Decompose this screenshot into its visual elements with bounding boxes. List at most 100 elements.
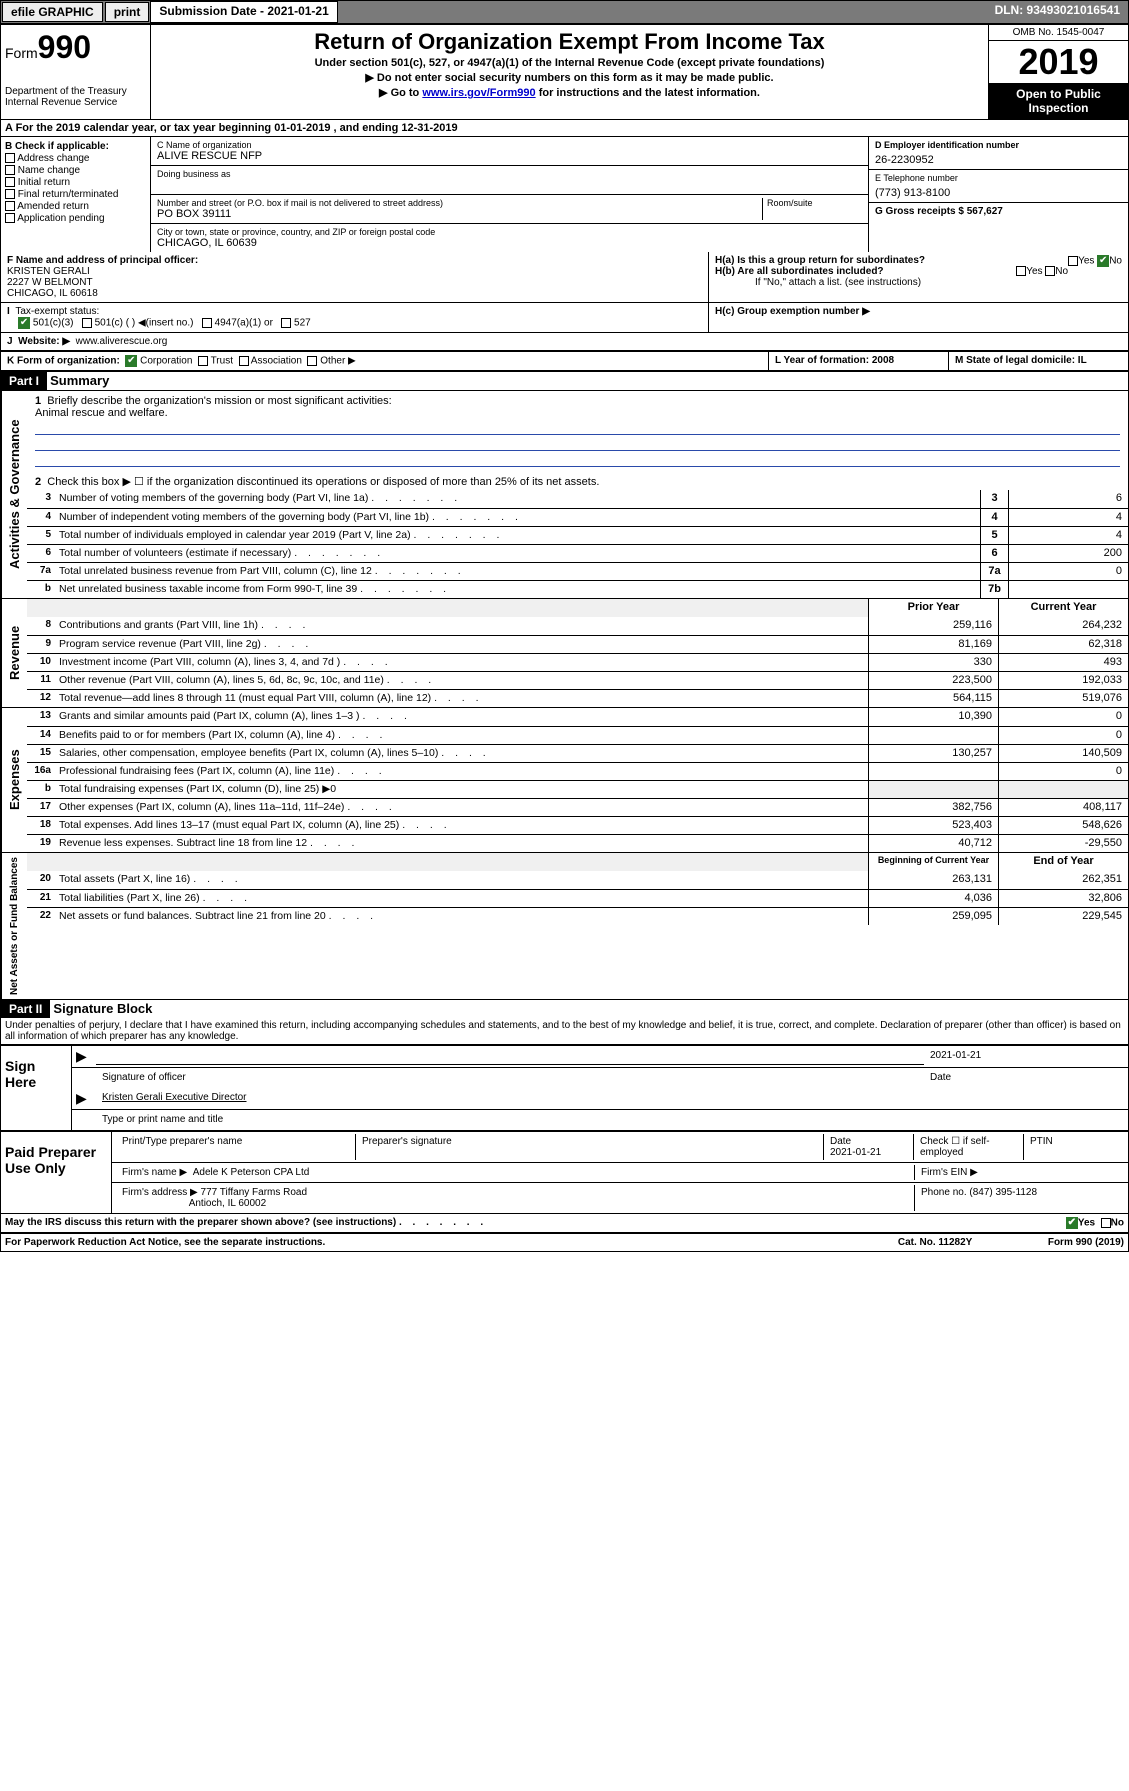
hc-group-exemption: H(c) Group exemption number ▶ [715,306,870,317]
form-990: Form990 Department of the Treasury Inter… [0,24,1129,1252]
line-6: 6Total number of volunteers (estimate if… [27,544,1128,562]
line-22: 22Net assets or fund balances. Subtract … [27,907,1128,925]
city: CHICAGO, IL 60639 [157,237,862,249]
subtitle-1: Under section 501(c), 527, or 4947(a)(1)… [155,57,984,69]
firm-addr2: Antioch, IL 60002 [189,1198,266,1209]
preparer-name-label: Print/Type preparer's name [116,1134,356,1160]
checkbox-name-change[interactable]: Name change [5,165,146,176]
line-11: 11Other revenue (Part VIII, column (A), … [27,671,1128,689]
hb-note: If "No," attach a list. (see instruction… [715,277,1122,288]
line-7a: 7aTotal unrelated business revenue from … [27,562,1128,580]
preparer-date: 2021-01-21 [830,1147,881,1158]
line-21: 21Total liabilities (Part X, line 26) . … [27,889,1128,907]
phone-label: E Telephone number [875,173,1122,183]
line-13: 13Grants and similar amounts paid (Part … [27,708,1128,726]
spacer [338,1,987,23]
firm-phone: Phone no. (847) 395-1128 [914,1185,1124,1211]
paperwork-notice: For Paperwork Reduction Act Notice, see … [5,1237,898,1248]
ein-label: D Employer identification number [875,140,1019,150]
website: www.aliverescue.org [76,336,168,347]
officer-name: KRISTEN GERALI [7,266,90,277]
line-16a: 16aProfessional fundraising fees (Part I… [27,762,1128,780]
line-4: 4Number of independent voting members of… [27,508,1128,526]
tab-net-assets: Net Assets or Fund Balances [1,853,27,999]
line-19: 19Revenue less expenses. Subtract line 1… [27,834,1128,852]
officer-addr2: CHICAGO, IL 60618 [7,288,98,299]
org-name: ALIVE RESCUE NFP [157,150,862,162]
print-button[interactable]: print [105,2,150,22]
form-org-label: K Form of organization: [7,356,120,367]
phone: (773) 913-8100 [875,187,1122,199]
line-10: 10Investment income (Part VIII, column (… [27,653,1128,671]
part1-header: Part I [1,372,47,390]
501c3-check[interactable]: ✔ [18,317,30,329]
col-begin: Beginning of Current Year [868,853,998,871]
officer-label: F Name and address of principal officer: [7,255,198,266]
dba-label: Doing business as [157,169,862,179]
line-20: 20Total assets (Part X, line 16) . . . .… [27,871,1128,889]
tab-expenses: Expenses [1,708,27,852]
line-b: bTotal fundraising expenses (Part IX, co… [27,780,1128,798]
line-7b: bNet unrelated business taxable income f… [27,580,1128,598]
officer-addr1: 2227 W BELMONT [7,277,93,288]
q1-mission-label: Briefly describe the organization's miss… [47,395,391,407]
hb-subordinates: H(b) Are all subordinates included? Yes … [715,266,1122,277]
irs-link[interactable]: www.irs.gov/Form990 [422,87,535,99]
line-18: 18Total expenses. Add lines 13–17 (must … [27,816,1128,834]
part1-title: Summary [50,371,109,390]
tab-governance: Activities & Governance [1,391,27,598]
type-name-label: Type or print name and title [96,1112,229,1128]
sign-here-label: Sign Here [1,1046,71,1130]
line-12: 12Total revenue—add lines 8 through 11 (… [27,689,1128,707]
website-label: Website: ▶ [18,336,70,347]
line-3: 3Number of voting members of the governi… [27,490,1128,508]
subtitle-2: ▶ Do not enter social security numbers o… [155,71,984,84]
line-9: 9Program service revenue (Part VIII, lin… [27,635,1128,653]
perjury-declaration: Under penalties of perjury, I declare th… [1,1018,1128,1044]
q2-discontinued: Check this box ▶ ☐ if the organization d… [47,476,599,488]
tax-year: 2019 [989,41,1128,83]
col-prior: Prior Year [868,599,998,617]
preparer-sig-label: Preparer's signature [356,1134,824,1160]
tab-revenue: Revenue [1,599,27,707]
firm-addr1: 777 Tiffany Farms Road [201,1187,308,1198]
dept-treasury: Department of the Treasury [5,86,146,97]
checkbox-address-change[interactable]: Address change [5,153,146,164]
cat-no: Cat. No. 11282Y [898,1237,1048,1248]
submission-date: Submission Date - 2021-01-21 [150,1,337,23]
firm-ein-label: Firm's EIN ▶ [914,1165,1124,1180]
paid-preparer-label: Paid Preparer Use Only [1,1132,111,1213]
omb-number: OMB No. 1545-0047 [989,25,1128,41]
efile-button[interactable]: efile GRAPHIC [2,2,103,22]
firm-name: Adele K Peterson CPA Ltd [193,1167,310,1178]
checkbox-application-pending[interactable]: Application pending [5,213,146,224]
checkbox-final-return-terminated[interactable]: Final return/terminated [5,189,146,200]
irs-label: Internal Revenue Service [5,97,146,108]
addr-label: Number and street (or P.O. box if mail i… [157,198,762,208]
col-b-checkboxes: B Check if applicable: Address change Na… [1,137,151,252]
row-a-tax-year: A For the 2019 calendar year, or tax yea… [1,120,1128,137]
sig-officer-label: Signature of officer [96,1070,924,1086]
checkbox-amended-return[interactable]: Amended return [5,201,146,212]
ein: 26-2230952 [875,154,1122,166]
line-8: 8Contributions and grants (Part VIII, li… [27,617,1128,635]
tax-exempt-label: Tax-exempt status: [15,306,99,317]
addr: PO BOX 39111 [157,208,762,220]
ha-group-return: H(a) Is this a group return for subordin… [715,255,1122,266]
city-label: City or town, state or province, country… [157,227,862,237]
part2-header: Part II [1,1000,50,1018]
col-end: End of Year [998,853,1128,871]
mission-text: Animal rescue and welfare. [35,407,168,419]
part2-title: Signature Block [53,999,152,1018]
checkbox-initial-return[interactable]: Initial return [5,177,146,188]
line-17: 17Other expenses (Part IX, column (A), l… [27,798,1128,816]
form-number: Form990 [5,29,146,66]
gross-receipts: G Gross receipts $ 567,627 [875,206,1003,217]
sig-date-label: Date [924,1070,1124,1086]
line-5: 5Total number of individuals employed in… [27,526,1128,544]
open-public-badge: Open to PublicInspection [989,83,1128,119]
form-footer: Form 990 (2019) [1048,1237,1124,1248]
sign-date: 2021-01-21 [924,1048,1124,1065]
self-employed-check[interactable]: Check ☐ if self-employed [914,1134,1024,1160]
room-label: Room/suite [767,198,862,208]
